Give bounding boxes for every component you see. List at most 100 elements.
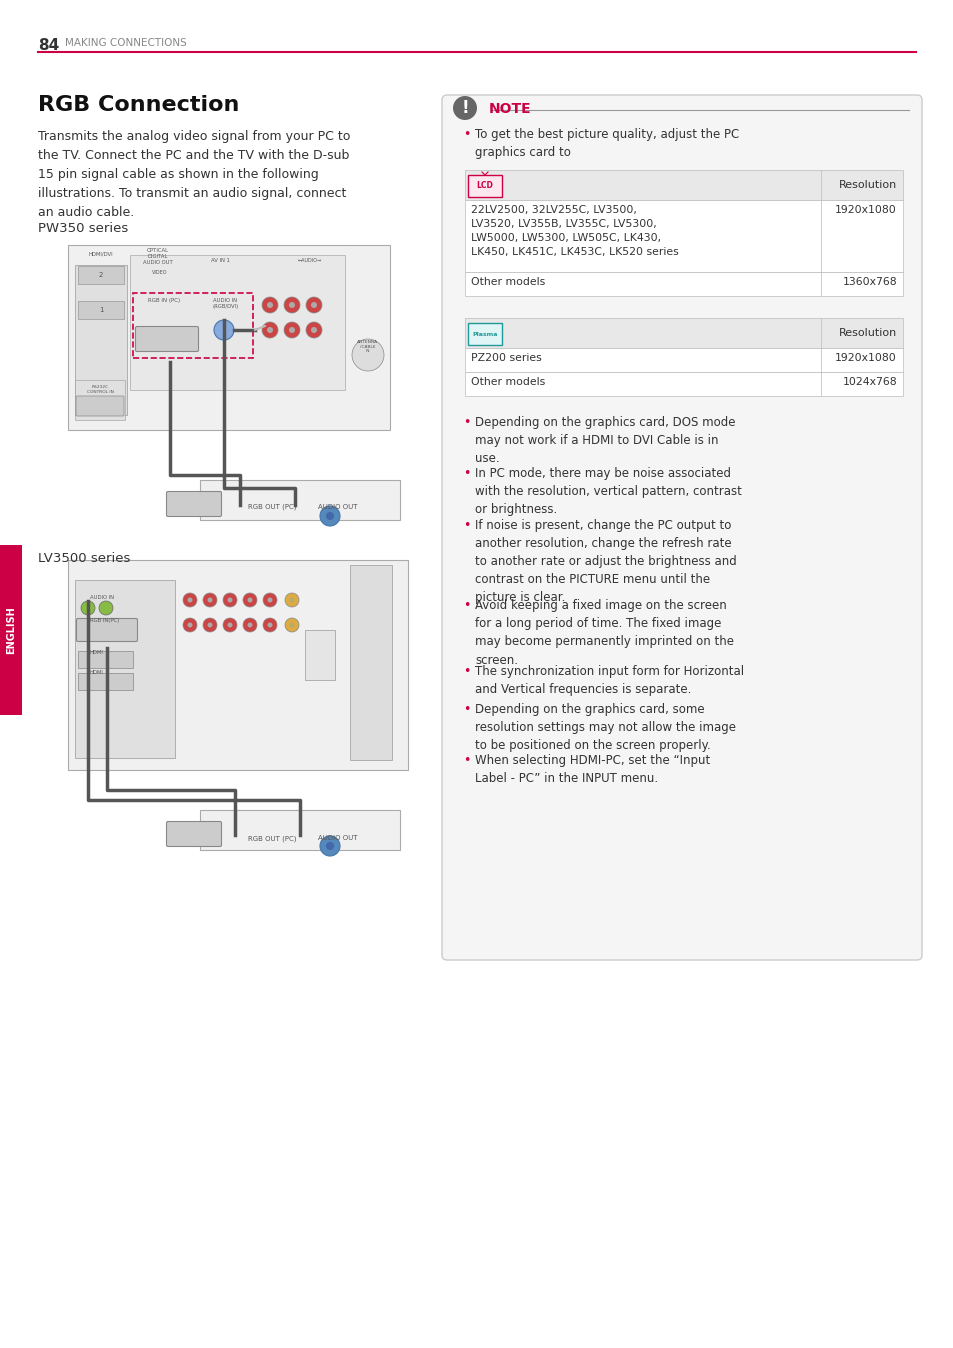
- Circle shape: [289, 597, 294, 603]
- Text: PW350 series: PW350 series: [38, 222, 128, 235]
- FancyBboxPatch shape: [75, 380, 125, 421]
- FancyBboxPatch shape: [135, 326, 198, 352]
- Text: Depending on the graphics card, some
resolution settings may not allow the image: Depending on the graphics card, some res…: [475, 702, 735, 751]
- Circle shape: [267, 302, 273, 307]
- Circle shape: [289, 623, 294, 628]
- Text: 2: 2: [99, 272, 103, 278]
- Text: •: •: [462, 128, 470, 142]
- Text: RGB OUT (PC): RGB OUT (PC): [248, 504, 296, 511]
- Text: RS232C
CONTROL IN: RS232C CONTROL IN: [87, 386, 113, 394]
- Circle shape: [223, 617, 236, 632]
- Text: Plasma: Plasma: [472, 332, 497, 337]
- Circle shape: [99, 601, 112, 615]
- FancyBboxPatch shape: [464, 372, 902, 396]
- Circle shape: [284, 322, 299, 338]
- FancyBboxPatch shape: [464, 170, 902, 200]
- Text: RGB IN(PC): RGB IN(PC): [90, 617, 119, 623]
- Circle shape: [81, 601, 95, 615]
- Text: AUDIO IN
(RGB/DVI): AUDIO IN (RGB/DVI): [213, 298, 239, 309]
- Text: •: •: [462, 754, 470, 767]
- Text: Other models: Other models: [471, 377, 545, 387]
- FancyBboxPatch shape: [468, 324, 501, 345]
- Text: ENGLISH: ENGLISH: [6, 607, 16, 654]
- Text: OPTICAL
DIGITAL
AUDIO OUT: OPTICAL DIGITAL AUDIO OUT: [143, 248, 172, 266]
- Text: Avoid keeping a fixed image on the screen
for a long period of time. The fixed i: Avoid keeping a fixed image on the scree…: [475, 600, 733, 666]
- Text: MAKING CONNECTIONS: MAKING CONNECTIONS: [65, 38, 187, 49]
- Circle shape: [289, 328, 294, 333]
- Circle shape: [267, 597, 273, 603]
- FancyBboxPatch shape: [78, 266, 124, 284]
- Text: 1360x768: 1360x768: [841, 276, 896, 287]
- Text: •: •: [462, 417, 470, 429]
- Text: ←AUDIO→: ←AUDIO→: [297, 257, 322, 263]
- Circle shape: [285, 617, 298, 632]
- Text: AUDIO IN: AUDIO IN: [90, 594, 113, 600]
- FancyBboxPatch shape: [78, 301, 124, 319]
- Text: AV IN 1: AV IN 1: [211, 257, 230, 263]
- Circle shape: [311, 302, 316, 307]
- Text: RGB OUT (PC): RGB OUT (PC): [248, 834, 296, 841]
- FancyBboxPatch shape: [350, 565, 392, 760]
- Text: HDMI: HDMI: [90, 650, 104, 655]
- FancyBboxPatch shape: [78, 651, 132, 669]
- Text: •: •: [462, 468, 470, 480]
- Circle shape: [227, 597, 233, 603]
- FancyBboxPatch shape: [68, 559, 408, 770]
- Circle shape: [247, 597, 253, 603]
- Text: Transmits the analog video signal from your PC to
the TV. Connect the PC and the: Transmits the analog video signal from y…: [38, 129, 350, 218]
- FancyBboxPatch shape: [76, 619, 137, 642]
- Circle shape: [326, 842, 334, 851]
- Circle shape: [319, 506, 339, 526]
- Circle shape: [247, 623, 253, 628]
- Text: HDMI/DVI: HDMI/DVI: [89, 252, 113, 257]
- FancyBboxPatch shape: [305, 630, 335, 679]
- Text: NOTE: NOTE: [489, 102, 531, 116]
- FancyBboxPatch shape: [0, 545, 22, 714]
- Circle shape: [243, 593, 256, 607]
- Text: 84: 84: [38, 38, 59, 53]
- Text: •: •: [462, 600, 470, 612]
- FancyBboxPatch shape: [464, 348, 902, 372]
- Text: LV3500 series: LV3500 series: [38, 551, 131, 565]
- FancyBboxPatch shape: [68, 245, 390, 430]
- Circle shape: [203, 593, 216, 607]
- Circle shape: [289, 302, 294, 307]
- Text: AUDIO OUT: AUDIO OUT: [317, 504, 357, 510]
- Text: RGB IN (PC): RGB IN (PC): [148, 298, 180, 303]
- Circle shape: [453, 96, 476, 120]
- Circle shape: [311, 328, 316, 333]
- Text: LCD: LCD: [476, 182, 493, 190]
- Text: To get the best picture quality, adjust the PC
graphics card to: To get the best picture quality, adjust …: [475, 128, 739, 159]
- Circle shape: [183, 617, 196, 632]
- Circle shape: [306, 297, 322, 313]
- Circle shape: [306, 322, 322, 338]
- Circle shape: [223, 593, 236, 607]
- Circle shape: [319, 836, 339, 856]
- FancyBboxPatch shape: [441, 94, 921, 960]
- FancyBboxPatch shape: [468, 175, 501, 197]
- FancyBboxPatch shape: [464, 318, 902, 348]
- FancyBboxPatch shape: [200, 810, 399, 851]
- Circle shape: [243, 617, 256, 632]
- Circle shape: [188, 597, 193, 603]
- FancyBboxPatch shape: [167, 492, 221, 516]
- Circle shape: [183, 593, 196, 607]
- FancyBboxPatch shape: [200, 480, 399, 520]
- Text: VIDEO: VIDEO: [152, 270, 168, 275]
- Circle shape: [267, 328, 273, 333]
- FancyBboxPatch shape: [75, 266, 127, 415]
- Text: If noise is present, change the PC output to
another resolution, change the refr: If noise is present, change the PC outpu…: [475, 519, 736, 604]
- Text: When selecting HDMI-PC, set the “Input
Label - PC” in the INPUT menu.: When selecting HDMI-PC, set the “Input L…: [475, 754, 709, 785]
- Circle shape: [227, 623, 233, 628]
- FancyBboxPatch shape: [464, 200, 902, 272]
- Text: The synchronization input form for Horizontal
and Vertical frequencies is separa: The synchronization input form for Horiz…: [475, 666, 743, 697]
- Text: !: !: [460, 98, 468, 117]
- Circle shape: [326, 512, 334, 520]
- FancyBboxPatch shape: [76, 396, 124, 417]
- Circle shape: [208, 597, 213, 603]
- Circle shape: [263, 593, 276, 607]
- Circle shape: [284, 297, 299, 313]
- Text: •: •: [462, 666, 470, 678]
- Circle shape: [262, 322, 277, 338]
- Circle shape: [203, 617, 216, 632]
